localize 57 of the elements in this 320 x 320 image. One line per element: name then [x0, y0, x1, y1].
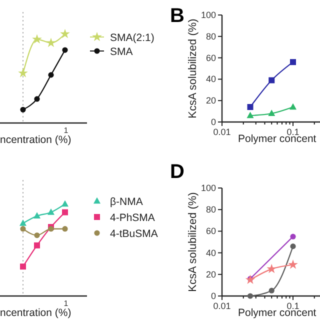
point [288, 260, 298, 269]
point [20, 106, 26, 112]
y-axis-title: KcsA solubilized (%) [187, 18, 199, 118]
point [268, 288, 274, 294]
legend-label: β-NMA [110, 196, 143, 208]
y-tick-label: 60 [206, 52, 216, 63]
y-tick-label: 40 [206, 74, 216, 84]
x-axis-title: ncentration (%) [0, 134, 72, 146]
y-tick-label: 100 [200, 10, 216, 20]
y-tick-label: 0 [210, 117, 216, 127]
point [60, 28, 70, 38]
point [18, 68, 28, 78]
point [246, 112, 254, 118]
point [20, 220, 26, 226]
text: 1 [64, 126, 69, 135]
point [46, 38, 56, 48]
point [290, 244, 296, 250]
point [290, 103, 297, 110]
chart-title: B [170, 5, 184, 27]
chart-title: D [170, 161, 184, 183]
point [268, 110, 276, 116]
point [62, 200, 68, 207]
y-tick-label: 80 [206, 31, 216, 42]
y-tick-label: 20 [206, 96, 216, 106]
x-axis-title: ncentration (%) [0, 307, 72, 319]
y-tick-label: 40 [206, 248, 216, 258]
point [62, 47, 68, 53]
x-tick-label: 0.01 [213, 301, 231, 311]
point [290, 59, 296, 66]
x-tick-label: 0.1 [286, 127, 300, 137]
x-tick-label: 0.01 [213, 127, 231, 137]
point [62, 209, 68, 216]
point [32, 34, 42, 44]
point [247, 293, 254, 299]
point [34, 232, 40, 238]
y-tick-label: 60 [206, 226, 216, 236]
point [48, 208, 54, 215]
y-tick-label: 20 [206, 269, 216, 280]
point [20, 226, 26, 232]
text: 1 [64, 299, 69, 308]
legend-label: SMA [110, 46, 133, 58]
point [247, 104, 254, 110]
point [34, 212, 40, 219]
legend-label: 4-tBuSMA [110, 228, 158, 240]
point [48, 72, 54, 78]
y-axis-title: KcsA solubilized (%) [187, 192, 199, 292]
x-tick-label: 0.1 [286, 301, 300, 311]
y-tick-label: 80 [206, 204, 216, 215]
y-tick-label: 100 [200, 183, 216, 193]
legend-label: SMA(2:1) [110, 32, 154, 44]
y-tick-label: 0 [210, 291, 216, 301]
point [20, 264, 26, 270]
point [268, 77, 275, 84]
point [62, 226, 68, 232]
point [34, 96, 40, 102]
point [34, 242, 40, 248]
legend-label: 4-PhSMA [110, 212, 155, 224]
